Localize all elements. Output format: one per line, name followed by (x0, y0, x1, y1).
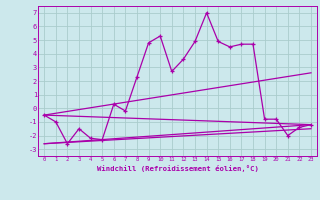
X-axis label: Windchill (Refroidissement éolien,°C): Windchill (Refroidissement éolien,°C) (97, 165, 259, 172)
